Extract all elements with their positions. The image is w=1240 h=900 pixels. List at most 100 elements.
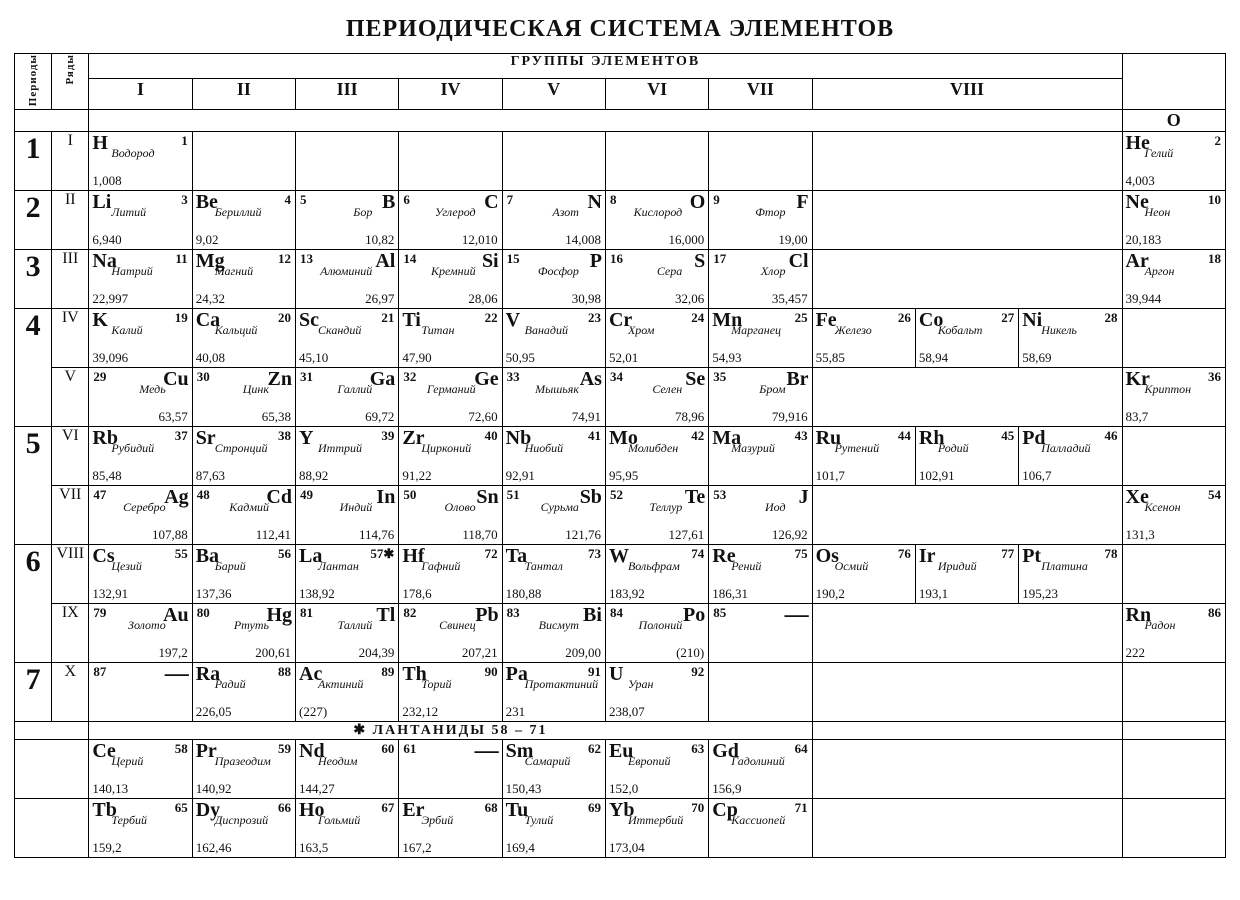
element-name: Германий [427, 384, 476, 395]
element-name: Протактиний [525, 679, 595, 690]
element-name: Аргон [1145, 266, 1175, 277]
element-mass: 50,95 [506, 350, 535, 366]
element-cell: Tb65Тербий159,2 [89, 799, 192, 858]
element-number: 35 [713, 369, 726, 385]
element-mass: 173,04 [609, 840, 645, 856]
element-number: 34 [610, 369, 623, 385]
element-mass: 156,9 [712, 781, 741, 797]
element-name: Кобальт [938, 325, 983, 336]
element-number: 25 [795, 310, 808, 326]
element-cell: Ra88Радий226,05 [192, 663, 295, 722]
period-number: 4 [15, 309, 52, 427]
row-number: VI [52, 427, 89, 486]
element-name: Барий [215, 561, 246, 572]
element-cell: Sr38Стронций87,63 [192, 427, 295, 486]
element-number: 67 [381, 800, 394, 816]
element-mass: 138,92 [299, 586, 335, 602]
element-symbol: Ge [474, 369, 498, 389]
element-name: Иттрий [318, 443, 362, 454]
element-name: Цирконий [421, 443, 471, 454]
element-number: 53 [713, 487, 726, 503]
element-mass: 190,2 [816, 586, 845, 602]
empty-cell [502, 132, 605, 191]
element-name: Фтор [755, 207, 785, 218]
element-mass: 144,27 [299, 781, 335, 797]
element-cell: Pb82Свинец207,21 [399, 604, 502, 663]
empty-cell [812, 250, 1122, 309]
empty-cell [399, 132, 502, 191]
element-symbol: Ag [164, 487, 188, 507]
header-rows: Ряды [52, 54, 89, 110]
header-blank [1122, 54, 1226, 110]
element-symbol: Li [92, 192, 111, 212]
element-cell: Zn30Цинк65,38 [192, 368, 295, 427]
header-spacer [15, 110, 89, 132]
empty-cell [709, 663, 812, 722]
empty-cell [812, 740, 1122, 799]
periodic-table: Периоды Ряды ГРУППЫ ЭЛЕМЕНТОВ I II III I… [14, 53, 1226, 858]
row-number: X [52, 663, 89, 722]
element-name: Радий [215, 679, 246, 690]
empty-cell [192, 132, 295, 191]
element-mass: 69,72 [365, 409, 394, 425]
element-name: Серебро [123, 502, 166, 513]
element-cell: Mn25Марганец54,93 [709, 309, 812, 368]
element-cell: S16Сера32,06 [605, 250, 708, 309]
element-symbol: O [690, 192, 706, 212]
element-symbol: Se [685, 369, 705, 389]
element-name: Ванадий [525, 325, 568, 336]
element-cell: Ta73Тантал180,88 [502, 545, 605, 604]
element-mass: 163,5 [299, 840, 328, 856]
empty-cell [15, 740, 89, 799]
element-name: Калий [111, 325, 142, 336]
element-number: 32 [403, 369, 416, 385]
element-number: 41 [588, 428, 601, 444]
element-cell: J53Иод126,92 [709, 486, 812, 545]
element-number: 61 [403, 741, 416, 757]
element-number: 24 [691, 310, 704, 326]
element-number: 50 [403, 487, 416, 503]
element-mass: 78,96 [675, 409, 704, 425]
element-number: 71 [795, 800, 808, 816]
element-cell: Al13Алюминий26,97 [296, 250, 399, 309]
period-number: 7 [15, 663, 52, 722]
element-cell: —85 [709, 604, 812, 663]
element-number: 36 [1208, 369, 1221, 385]
element-cell: Mo42Молибден95,95 [605, 427, 708, 486]
element-mass: 209,00 [565, 645, 601, 661]
element-mass: 197,2 [158, 645, 187, 661]
element-number: 42 [691, 428, 704, 444]
element-mass: 16,000 [669, 232, 705, 248]
header-groups-title: ГРУППЫ ЭЛЕМЕНТОВ [89, 54, 1122, 79]
element-name: Золото [128, 620, 166, 631]
element-number: 1 [181, 133, 188, 149]
element-number: 21 [381, 310, 394, 326]
element-mass: 28,06 [468, 291, 497, 307]
element-cell: Tu69Тулий169,4 [502, 799, 605, 858]
element-mass: 85,48 [92, 468, 121, 484]
element-name: Цинк [243, 384, 269, 395]
element-cell: Yb70Иттербий173,04 [605, 799, 708, 858]
element-cell: Bi83Висмут209,00 [502, 604, 605, 663]
element-number: 49 [300, 487, 313, 503]
element-name: Гадолиний [731, 756, 784, 767]
element-mass: 26,97 [365, 291, 394, 307]
element-cell: Mg12Магний24,32 [192, 250, 295, 309]
element-symbol: Sr [196, 428, 216, 448]
element-name: Кальций [215, 325, 258, 336]
element-name: Бор [353, 207, 372, 218]
element-name: Бром [759, 384, 785, 395]
element-symbol: Cd [266, 487, 292, 507]
element-symbol: Cu [163, 369, 189, 389]
row-number: IX [52, 604, 89, 663]
element-name: Алюминий [320, 266, 372, 277]
empty-cell [812, 722, 1122, 740]
element-name: Фосфор [538, 266, 579, 277]
element-mass: 207,21 [462, 645, 498, 661]
element-number: 40 [485, 428, 498, 444]
element-number: 68 [485, 800, 498, 816]
element-name: Самарий [525, 756, 571, 767]
element-symbol: Ir [919, 546, 936, 566]
row-number: IV [52, 309, 89, 368]
element-cell: Kr36Криптон83,7 [1122, 368, 1226, 427]
